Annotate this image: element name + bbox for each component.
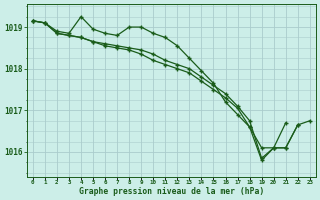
X-axis label: Graphe pression niveau de la mer (hPa): Graphe pression niveau de la mer (hPa) — [79, 187, 264, 196]
